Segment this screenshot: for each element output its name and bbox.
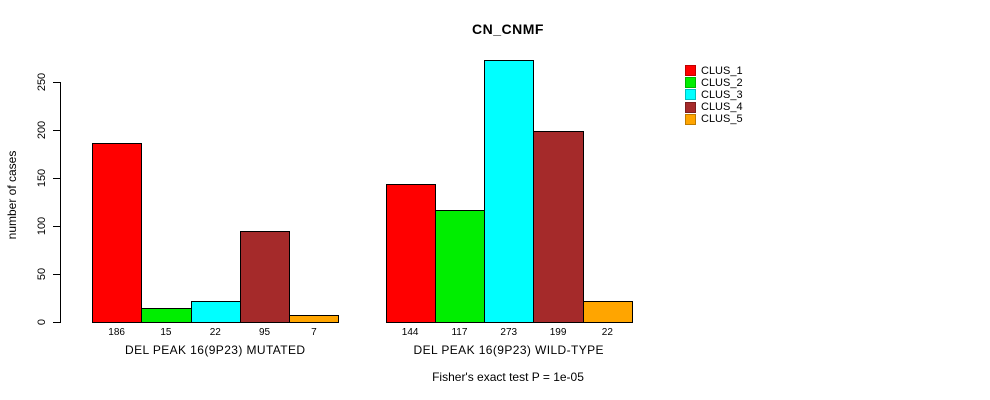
bar-value-label: 22	[209, 327, 221, 338]
legend-label: CLUS_3	[701, 88, 743, 101]
y-axis-tick-label: 150	[36, 168, 48, 188]
bar-value-label: 117	[451, 327, 468, 338]
fisher-test-annotation: Fisher's exact test P = 1e-05	[432, 370, 584, 384]
y-axis-line	[60, 82, 61, 323]
bar-clus_1	[385, 183, 436, 323]
bar-clus_1	[92, 143, 143, 323]
legend-label: CLUS_1	[701, 64, 743, 77]
x-axis-group-label: DEL PEAK 16(9P23) MUTATED	[125, 343, 306, 357]
y-axis-tick-label: 50	[36, 267, 48, 281]
bar-value-label: 7	[311, 327, 317, 338]
bar-clus_3	[190, 300, 241, 323]
y-axis-tick	[53, 82, 60, 83]
bar-value-label: 186	[108, 327, 125, 338]
y-axis-tick	[53, 130, 60, 131]
bar-clus_5	[289, 315, 340, 323]
y-axis-tick	[53, 274, 60, 275]
y-axis-tick-label: 100	[36, 216, 48, 236]
y-axis-tick	[53, 322, 60, 323]
y-axis-tick	[53, 178, 60, 179]
y-axis-tick-label: 0	[36, 318, 48, 326]
y-axis-tick	[53, 226, 60, 227]
bar-value-label: 199	[549, 327, 567, 338]
chart-title: CN_CNMF	[472, 21, 544, 37]
bar-clus_5	[582, 300, 633, 323]
legend-label: CLUS_5	[701, 113, 743, 126]
bar-value-label: 144	[401, 327, 419, 338]
y-axis-tick-label: 200	[36, 120, 48, 140]
bar-clus_4	[239, 230, 291, 323]
y-axis-tick-label: 250	[36, 72, 48, 92]
legend-swatch-clus_2	[685, 77, 696, 89]
legend-label: CLUS_2	[701, 76, 743, 89]
legend-label: CLUS_4	[701, 101, 743, 114]
bar-clus_4	[533, 130, 584, 323]
bar-clus_2	[141, 307, 192, 323]
bar-value-label: 22	[601, 327, 613, 338]
legend-swatch-clus_4	[685, 101, 696, 113]
y-axis-title: number of cases	[5, 150, 19, 240]
legend-swatch-clus_1	[685, 65, 696, 76]
legend-swatch-clus_5	[685, 113, 696, 125]
bar-value-label: 15	[160, 327, 172, 338]
x-axis-group-label: DEL PEAK 16(9P23) WILD-TYPE	[413, 343, 604, 357]
bar-clus_2	[434, 209, 486, 323]
bar-clus_3	[484, 59, 535, 323]
legend-swatch-clus_3	[685, 89, 696, 101]
bar-value-label: 273	[500, 327, 518, 338]
bar-value-label: 95	[258, 327, 271, 338]
